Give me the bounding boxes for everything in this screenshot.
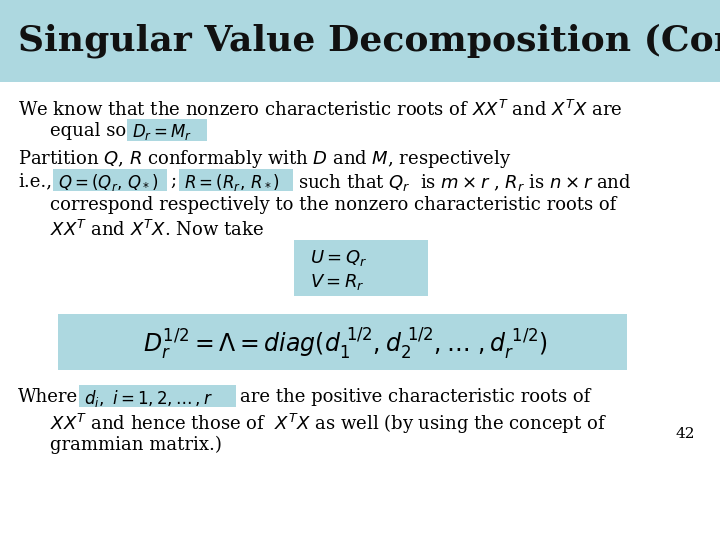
FancyBboxPatch shape [79, 385, 236, 407]
Text: $R = (R_r,\, R_*)$: $R = (R_r,\, R_*)$ [184, 172, 280, 193]
Text: grammian matrix.): grammian matrix.) [50, 436, 222, 454]
Text: Partition $Q$, $R$ conformably with $D$ and $M$, respectively: Partition $Q$, $R$ conformably with $D$ … [18, 148, 511, 170]
FancyBboxPatch shape [53, 169, 167, 191]
Text: $XX^T$ and hence those of  $X^TX$ as well (by using the concept of: $XX^T$ and hence those of $X^TX$ as well… [50, 412, 607, 436]
Text: $Q = (Q_r,\, Q_*)$: $Q = (Q_r,\, Q_*)$ [58, 172, 158, 193]
FancyBboxPatch shape [127, 119, 207, 141]
Text: Singular Value Decomposition (Cont.): Singular Value Decomposition (Cont.) [18, 24, 720, 58]
FancyBboxPatch shape [179, 169, 293, 191]
Text: We know that the nonzero characteristic roots of $XX^T$ and $X^TX$ are: We know that the nonzero characteristic … [18, 100, 623, 120]
Text: $V = R_r$: $V = R_r$ [310, 272, 365, 292]
Text: $D_r = M_r$: $D_r = M_r$ [132, 122, 192, 142]
Text: $U = Q_r$: $U = Q_r$ [310, 248, 367, 268]
Text: Where: Where [18, 388, 78, 406]
Text: such that $Q_r$  is $m \times r$ , $R_r$ is $n \times r$ and: such that $Q_r$ is $m \times r$ , $R_r$ … [298, 172, 631, 193]
Text: are the positive characteristic roots of: are the positive characteristic roots of [240, 388, 590, 406]
Text: ;: ; [170, 172, 176, 190]
Text: 42: 42 [675, 427, 695, 441]
FancyBboxPatch shape [58, 314, 627, 370]
Bar [0, 0, 720, 82]
Text: $d_i,\  i = 1,2,\ldots\, ,r$: $d_i,\ i = 1,2,\ldots\, ,r$ [84, 388, 213, 409]
Text: i.e.,: i.e., [18, 172, 52, 190]
FancyBboxPatch shape [294, 240, 428, 296]
Text: correspond respectively to the nonzero characteristic roots of: correspond respectively to the nonzero c… [50, 196, 616, 214]
Text: equal so: equal so [50, 122, 126, 140]
Text: $XX^T$ and $X^TX$. Now take: $XX^T$ and $X^TX$. Now take [50, 220, 264, 240]
Text: $D_r^{1/2} = \Lambda = diag(d_1^{\ 1/2},d_2^{\ 1/2},\ldots\ ,d_r^{\ 1/2})$: $D_r^{1/2} = \Lambda = diag(d_1^{\ 1/2},… [143, 327, 547, 361]
